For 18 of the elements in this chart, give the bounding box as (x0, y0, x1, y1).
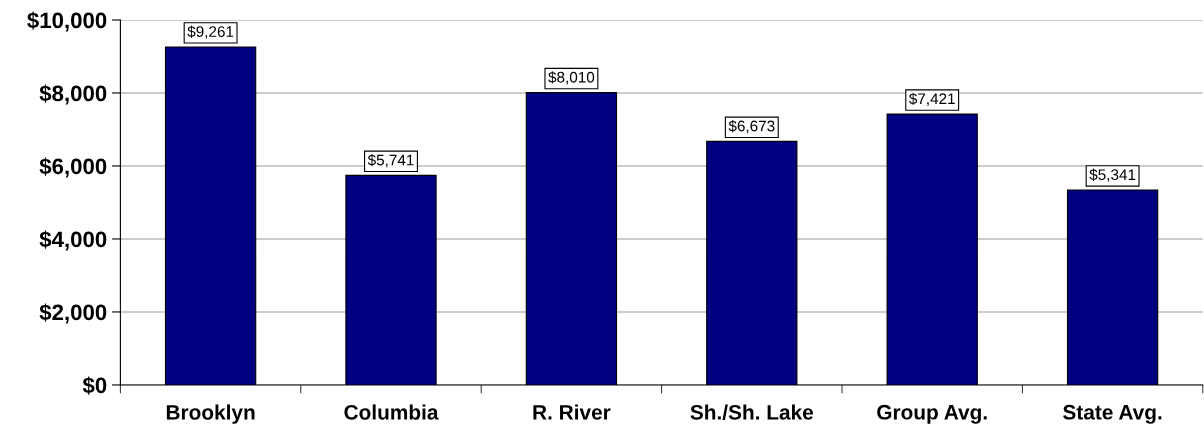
x-tick-label: Group Avg. (877, 404, 987, 424)
data-label: $5,341 (1089, 168, 1136, 182)
data-label: $8,010 (548, 71, 595, 85)
y-tick-label: $6,000 (39, 157, 107, 178)
x-tick-label: R. River (533, 404, 611, 420)
y-tick-label: $2,000 (39, 303, 107, 324)
x-tick-label: Sh./Sh. Lake (690, 404, 814, 420)
x-tick-label: State Avg. (1063, 404, 1162, 424)
data-label: $5,741 (367, 153, 414, 168)
y-tick-label: $8,000 (39, 84, 107, 105)
x-tick-label: Columbia (344, 404, 439, 420)
x-tick-label: Brooklyn (166, 404, 255, 424)
y-tick-label: $4,000 (39, 230, 107, 251)
data-label: $9,261 (187, 25, 234, 39)
y-tick-label: $0 (82, 376, 107, 395)
y-tick-label: $10,000 (27, 11, 107, 32)
data-label: $6,673 (728, 119, 775, 134)
data-label: $7,421 (909, 92, 955, 106)
